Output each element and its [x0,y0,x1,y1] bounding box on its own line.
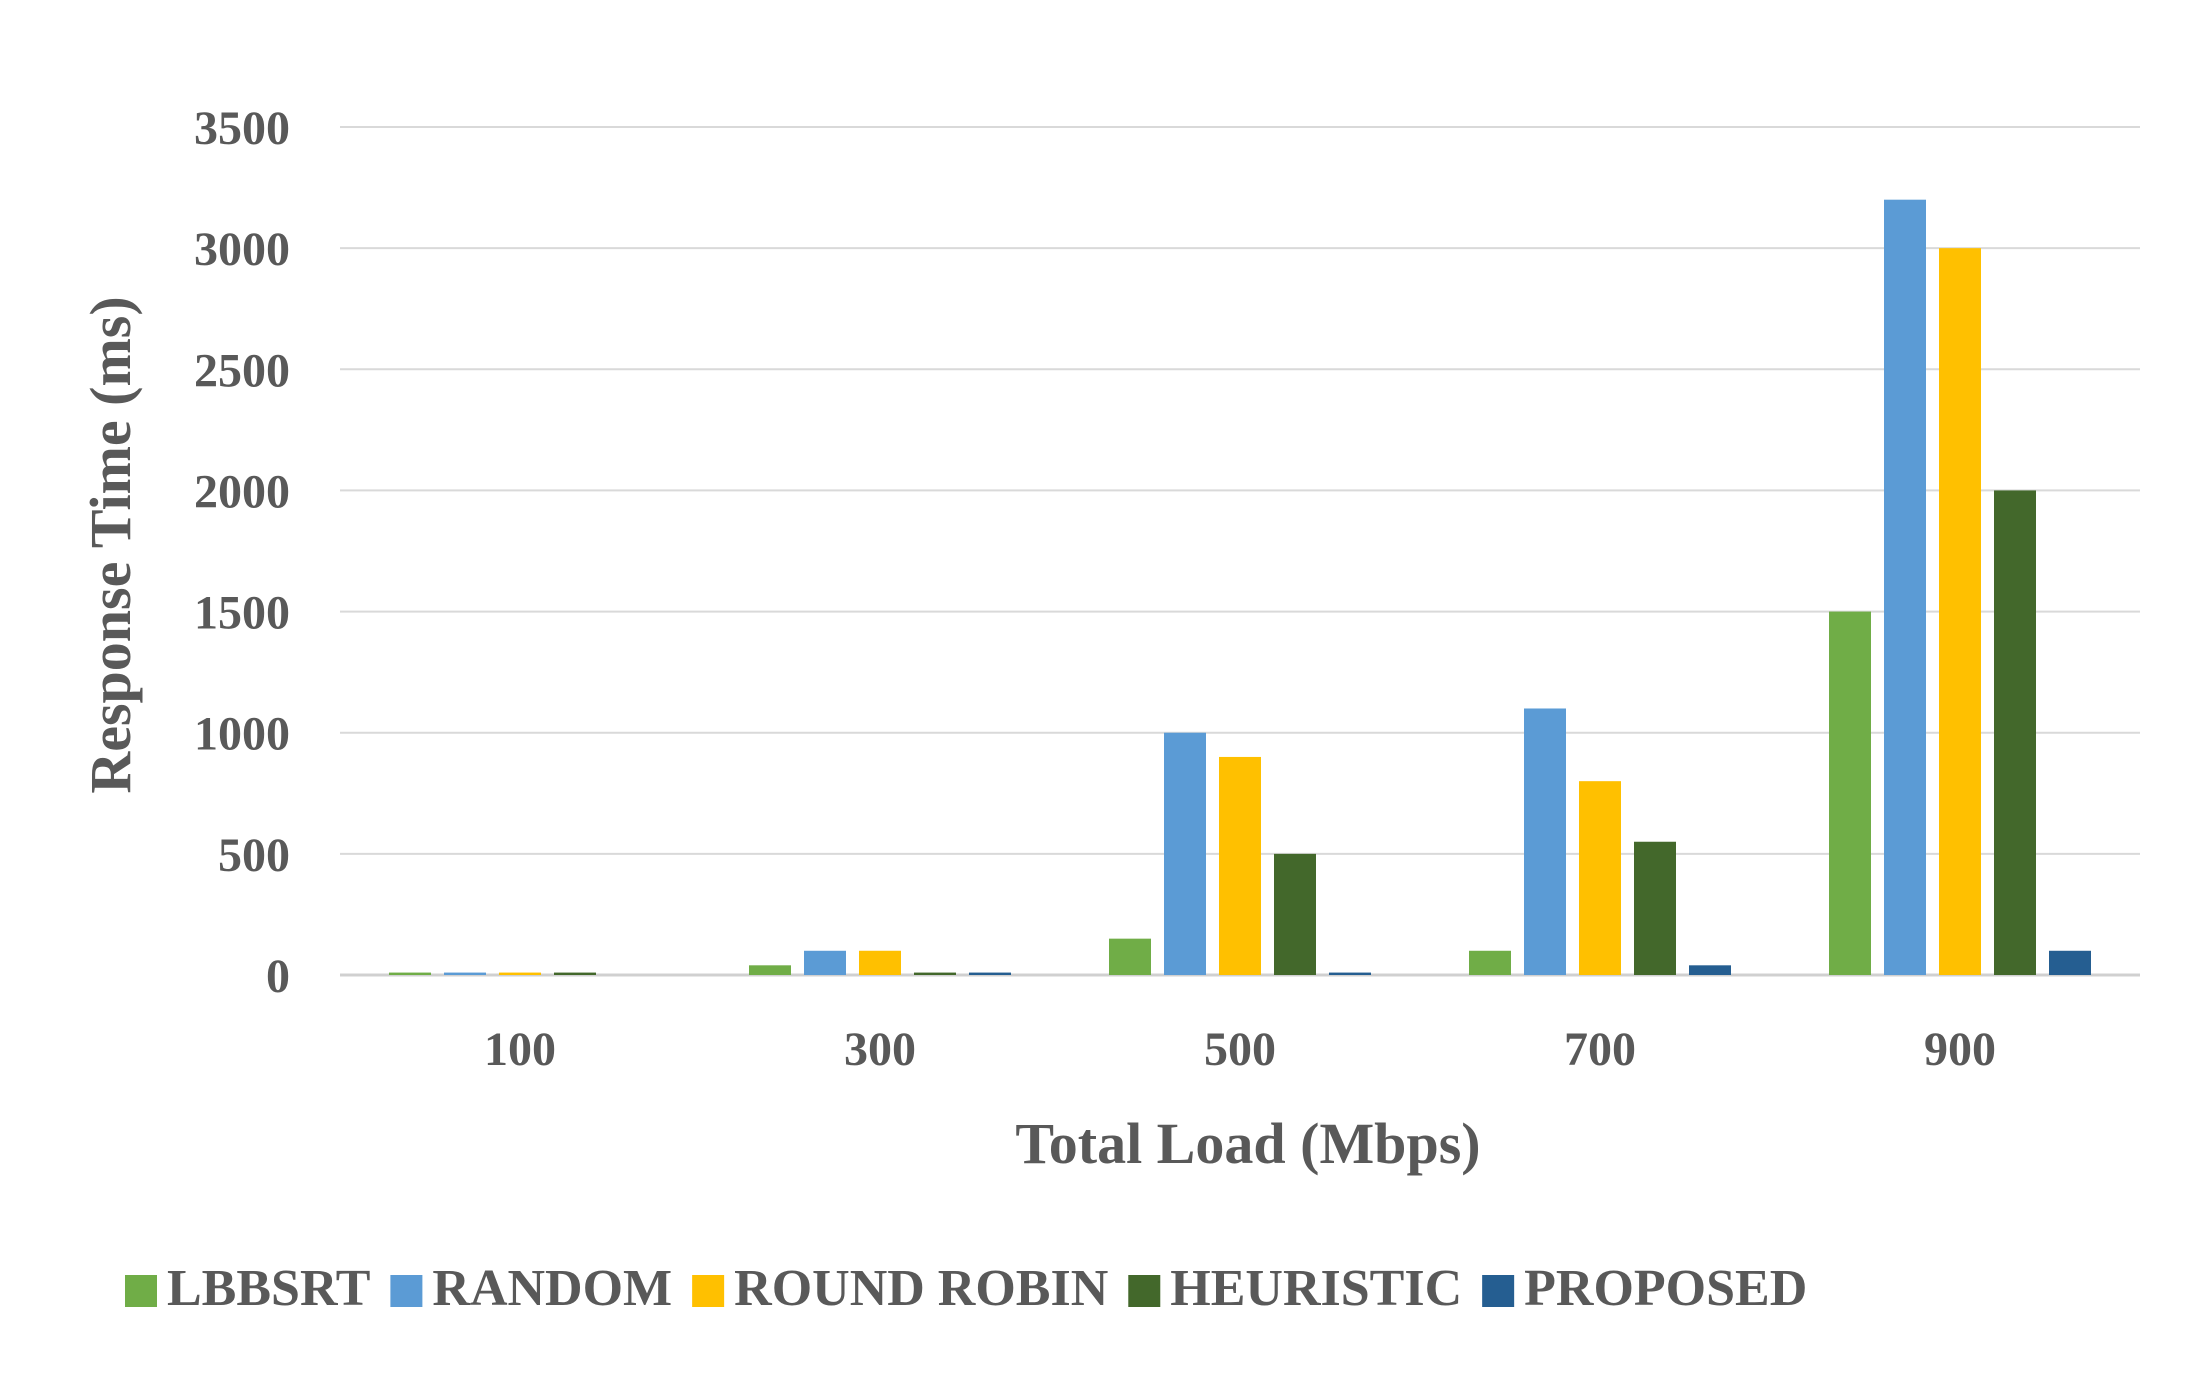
bar-random-700 [1524,708,1566,975]
bar-lbbsrt-700 [1469,950,1511,975]
bar-round-robin-900 [1939,248,1981,976]
y-tick-label: 1500 [194,587,290,640]
bar-heuristic-100 [554,972,596,975]
x-tick-label: 100 [484,1023,556,1076]
x-axis-ticks: 100 300 500 700 900 [484,1023,1996,1076]
legend-swatch [692,1275,725,1307]
x-tick-label: 700 [1564,1023,1636,1076]
legend-swatch [125,1275,157,1307]
x-tick-label: 500 [1204,1023,1276,1076]
legend-swatch [1128,1275,1161,1307]
bar-random-900 [1884,199,1926,975]
legend: LBBSRT RANDOM ROUND ROBIN HEURISTIC PROPOSED [125,1260,1807,1317]
bar-heuristic-500 [1274,853,1316,975]
bar-lbbsrt-100 [389,972,431,975]
legend-swatch [390,1275,423,1307]
bar-round-robin-700 [1579,781,1621,975]
bar-proposed-500 [1329,972,1371,975]
bar-lbbsrt-900 [1829,611,1871,975]
y-axis-ticks: 0 500 1000 1500 2000 2500 3000 3500 [194,102,290,1003]
y-tick-label: 3000 [194,223,290,276]
bar-lbbsrt-500 [1109,938,1151,975]
bar-heuristic-300 [914,972,956,975]
x-tick-label: 300 [844,1023,916,1076]
bar-random-500 [1164,732,1206,975]
x-axis-title: Total Load (Mbps) [1015,1111,1480,1176]
bar-proposed-900 [2049,950,2091,975]
bar-random-300 [804,950,846,975]
y-tick-label: 0 [266,950,290,1003]
legend-label: LBBSRT [167,1260,370,1317]
legend-swatch [1482,1275,1515,1307]
legend-label: HEURISTIC [1170,1260,1462,1317]
bar-round-robin-300 [859,950,901,975]
y-tick-label: 500 [218,829,290,882]
y-tick-label: 2500 [194,344,290,397]
bar-round-robin-500 [1219,756,1261,975]
bars [389,199,2091,976]
bar-proposed-700 [1689,965,1731,975]
y-axis-title: Response Time (ms) [78,296,143,793]
y-tick-label: 3500 [194,102,290,155]
y-tick-label: 1000 [194,708,290,761]
bar-round-robin-100 [499,972,541,975]
legend-label: ROUND ROBIN [734,1260,1108,1317]
bar-random-100 [444,972,486,975]
x-tick-label: 900 [1924,1023,1996,1076]
legend-label: PROPOSED [1524,1260,1807,1317]
bar-proposed-300 [969,972,1011,975]
bar-lbbsrt-300 [749,965,791,975]
bar-heuristic-700 [1634,841,1676,975]
bar-heuristic-900 [1994,490,2036,975]
y-tick-label: 2000 [194,465,290,518]
legend-label: RANDOM [432,1260,672,1317]
